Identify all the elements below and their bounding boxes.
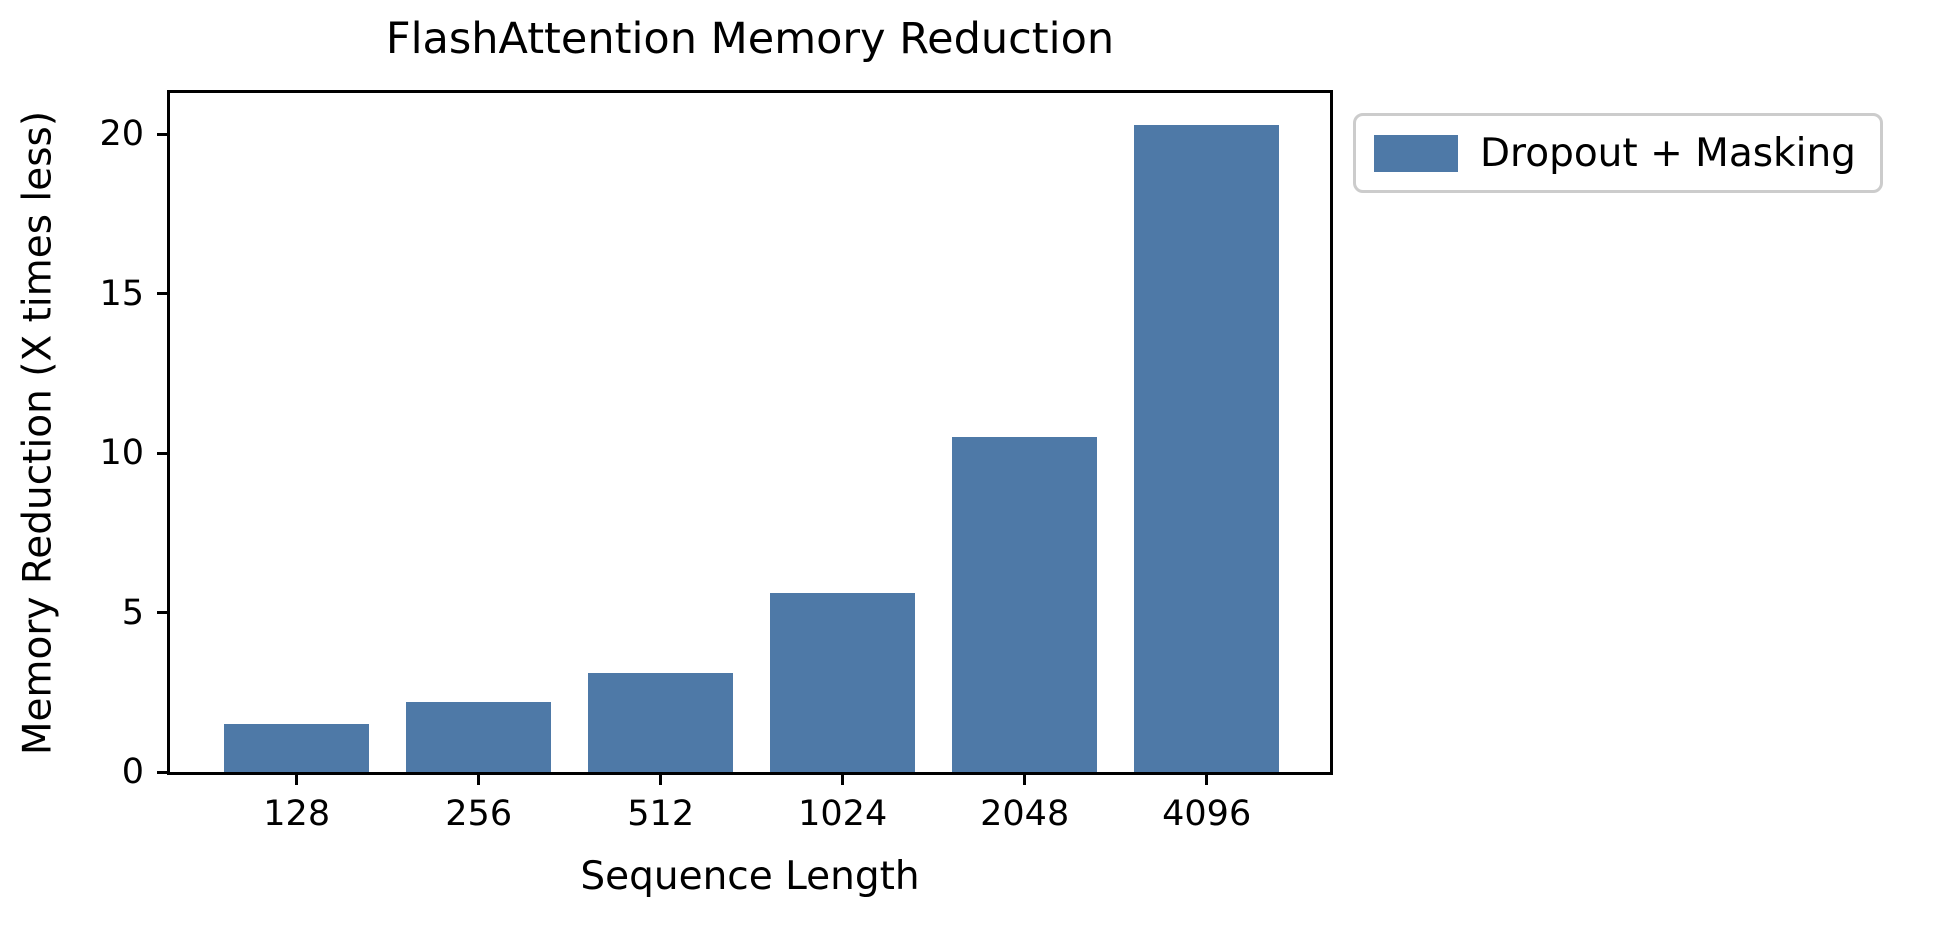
y-tick-mark xyxy=(157,770,167,774)
y-tick-mark xyxy=(157,132,167,136)
x-axis-label: Sequence Length xyxy=(580,854,920,899)
bar-4096 xyxy=(1134,124,1280,772)
legend-swatch xyxy=(1374,134,1458,172)
x-tick-label: 1024 xyxy=(798,794,888,834)
y-tick-mark xyxy=(157,611,167,615)
legend-label: Dropout + Masking xyxy=(1480,130,1856,176)
y-tick-label: 0 xyxy=(121,752,144,792)
x-tick-mark xyxy=(1023,775,1027,785)
x-tick-mark xyxy=(841,775,845,785)
y-tick-label: 20 xyxy=(99,114,144,155)
plot-area: 0 5 10 15 20 128 256 512 1024 2048 4096 xyxy=(99,90,1333,834)
x-tick-mark xyxy=(659,775,663,785)
y-tick-label: 15 xyxy=(99,273,144,314)
bar-256 xyxy=(406,701,552,772)
y-tick-mark xyxy=(157,292,167,296)
bar-512 xyxy=(588,673,734,772)
x-tick-mark xyxy=(477,775,481,785)
bar-2048 xyxy=(952,437,1098,772)
x-tick-label: 256 xyxy=(445,794,513,834)
x-tick-label: 512 xyxy=(627,794,695,834)
legend: Dropout + Masking xyxy=(1353,113,1883,193)
bar-128 xyxy=(224,724,370,772)
y-tick-mark xyxy=(157,451,167,455)
x-tick-label: 4096 xyxy=(1162,794,1252,834)
x-tick-label: 2048 xyxy=(980,794,1070,834)
bar-1024 xyxy=(770,593,916,772)
chart-title: FlashAttention Memory Reduction xyxy=(385,14,1115,64)
y-axis-label: Memory Reduction (X times less) xyxy=(15,110,61,756)
x-tick-label: 128 xyxy=(263,794,331,834)
y-tick-label: 5 xyxy=(121,592,144,633)
x-tick-mark xyxy=(1205,775,1209,785)
y-tick-label: 10 xyxy=(99,433,144,474)
x-tick-mark xyxy=(295,775,299,785)
